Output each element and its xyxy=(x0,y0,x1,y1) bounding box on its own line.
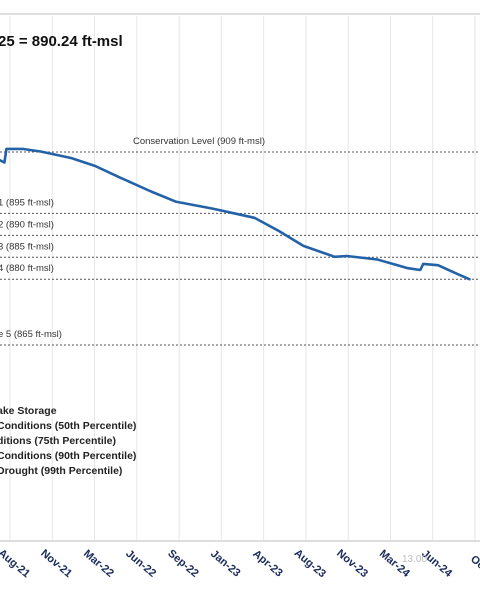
x-tick-label-4: Sep-22 xyxy=(165,548,200,580)
x-tick-label-11: Oct xyxy=(468,553,480,574)
legend: ake Storage Conditions (50th Percentile)… xyxy=(0,405,136,477)
legend-entry-4: Drought (99th Percentile) xyxy=(0,465,122,477)
legend-entry-3: Conditions (90th Percentile) xyxy=(0,450,136,462)
legend-entry-1: Conditions (50th Percentile) xyxy=(0,420,136,432)
x-tick-label-3: Jun-22 xyxy=(123,548,158,580)
reference-label-3: 3 (885 ft-msl) xyxy=(0,241,54,252)
reference-label-5: e 5 (865 ft-msl) xyxy=(0,329,62,340)
reference-label-2: 2 (890 ft-msl) xyxy=(0,219,54,230)
x-tick-label-6: Apr-23 xyxy=(250,548,284,580)
x-tick-label-0: Aug-21 xyxy=(0,547,32,580)
reference-label-4: 4 (880 ft-msl) xyxy=(0,263,54,274)
reference-label-1: 1 (895 ft-msl) xyxy=(0,197,54,208)
reference-lines: Conservation Level (909 ft-msl) 1 (895 ft… xyxy=(0,136,480,346)
x-tick-label-7: Aug-23 xyxy=(292,547,328,580)
chart-title: 25 = 890.24 ft-msl xyxy=(0,33,123,50)
x-tick-label-1: Nov-21 xyxy=(38,547,74,580)
x-tick-label-5: Jan-23 xyxy=(208,548,242,580)
legend-entry-2: ditions (75th Percentile) xyxy=(0,435,116,447)
series-line-0 xyxy=(0,147,471,281)
x-tick-label-2: Mar-22 xyxy=(81,548,116,580)
x-tick-label-8: Nov-23 xyxy=(334,547,370,580)
watermark-text: 13.00 xyxy=(402,554,427,565)
vertical-grid xyxy=(9,16,476,540)
series-layer xyxy=(0,147,471,281)
legend-entry-0: ake Storage xyxy=(0,405,57,417)
reference-label-0: Conservation Level (909 ft-msl) xyxy=(133,136,265,147)
